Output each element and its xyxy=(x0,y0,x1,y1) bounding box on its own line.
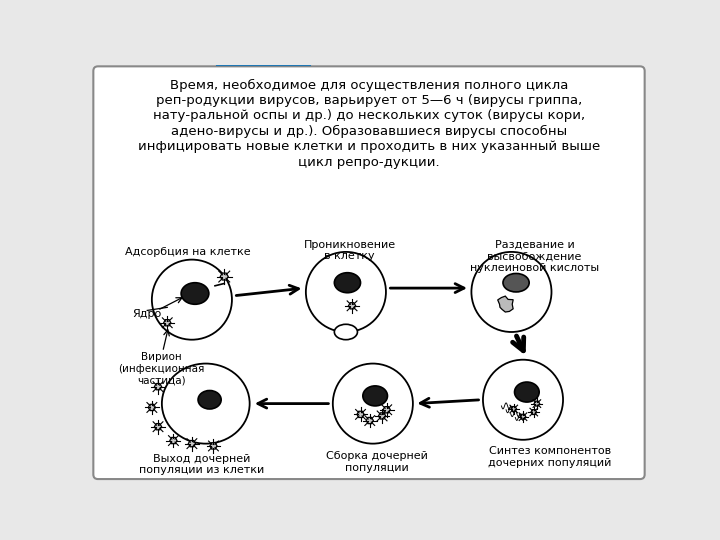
Polygon shape xyxy=(534,401,540,406)
Text: Сборка дочерней
популяции: Сборка дочерней популяции xyxy=(325,451,428,473)
Text: Проникновение
в клетку: Проникновение в клетку xyxy=(304,240,396,261)
Polygon shape xyxy=(498,296,513,312)
Text: реп-родукции вирусов, варьирует от 5—6 ч (вирусы гриппа,: реп-родукции вирусов, варьирует от 5—6 ч… xyxy=(156,94,582,107)
Text: цикл репро-дукции.: цикл репро-дукции. xyxy=(298,156,440,168)
Polygon shape xyxy=(348,303,356,309)
Text: Время, необходимое для осуществления полного цикла: Время, необходимое для осуществления пол… xyxy=(170,79,568,92)
Ellipse shape xyxy=(472,252,552,332)
Ellipse shape xyxy=(152,260,232,340)
Text: нату-ральной оспы и др.) до нескольких суток (вирусы кори,: нату-ральной оспы и др.) до нескольких с… xyxy=(153,110,585,123)
Ellipse shape xyxy=(515,382,539,402)
Polygon shape xyxy=(366,417,374,424)
Polygon shape xyxy=(357,411,364,417)
Polygon shape xyxy=(511,407,516,411)
Polygon shape xyxy=(148,404,156,410)
Text: адено-вирусы и др.). Образовавшиеся вирусы способны: адено-вирусы и др.). Образовавшиеся виру… xyxy=(171,125,567,138)
Ellipse shape xyxy=(306,252,386,332)
Text: Синтез компонентов
дочерних популяций: Синтез компонентов дочерних популяций xyxy=(488,446,611,468)
Text: Адсорбция на клетке: Адсорбция на клетке xyxy=(125,247,251,257)
Ellipse shape xyxy=(503,273,529,292)
Text: инфицировать новые клетки и проходить в них указанный выше: инфицировать новые клетки и проходить в … xyxy=(138,140,600,153)
Text: Вирион
(инфекционная
частица): Вирион (инфекционная частица) xyxy=(118,352,204,385)
Ellipse shape xyxy=(198,390,221,409)
Polygon shape xyxy=(154,423,161,430)
Polygon shape xyxy=(163,320,171,326)
Polygon shape xyxy=(520,414,526,419)
Ellipse shape xyxy=(334,325,357,340)
Ellipse shape xyxy=(334,273,361,293)
Polygon shape xyxy=(379,413,386,419)
Polygon shape xyxy=(210,443,217,449)
Ellipse shape xyxy=(483,360,563,440)
Polygon shape xyxy=(383,407,390,413)
Text: Раздевание и
высвобождение
нуклеиновой кислоты: Раздевание и высвобождение нуклеиновой к… xyxy=(470,240,599,273)
Text: Выход дочерней
популяции из клетки: Выход дочерней популяции из клетки xyxy=(139,454,264,475)
Polygon shape xyxy=(531,410,536,415)
Ellipse shape xyxy=(162,363,250,444)
Text: Ядро: Ядро xyxy=(132,308,162,319)
Ellipse shape xyxy=(333,363,413,444)
FancyBboxPatch shape xyxy=(94,66,644,479)
Polygon shape xyxy=(154,383,161,390)
Polygon shape xyxy=(170,437,177,444)
Ellipse shape xyxy=(363,386,387,406)
Polygon shape xyxy=(220,273,228,280)
Ellipse shape xyxy=(181,283,209,304)
Polygon shape xyxy=(189,441,196,447)
